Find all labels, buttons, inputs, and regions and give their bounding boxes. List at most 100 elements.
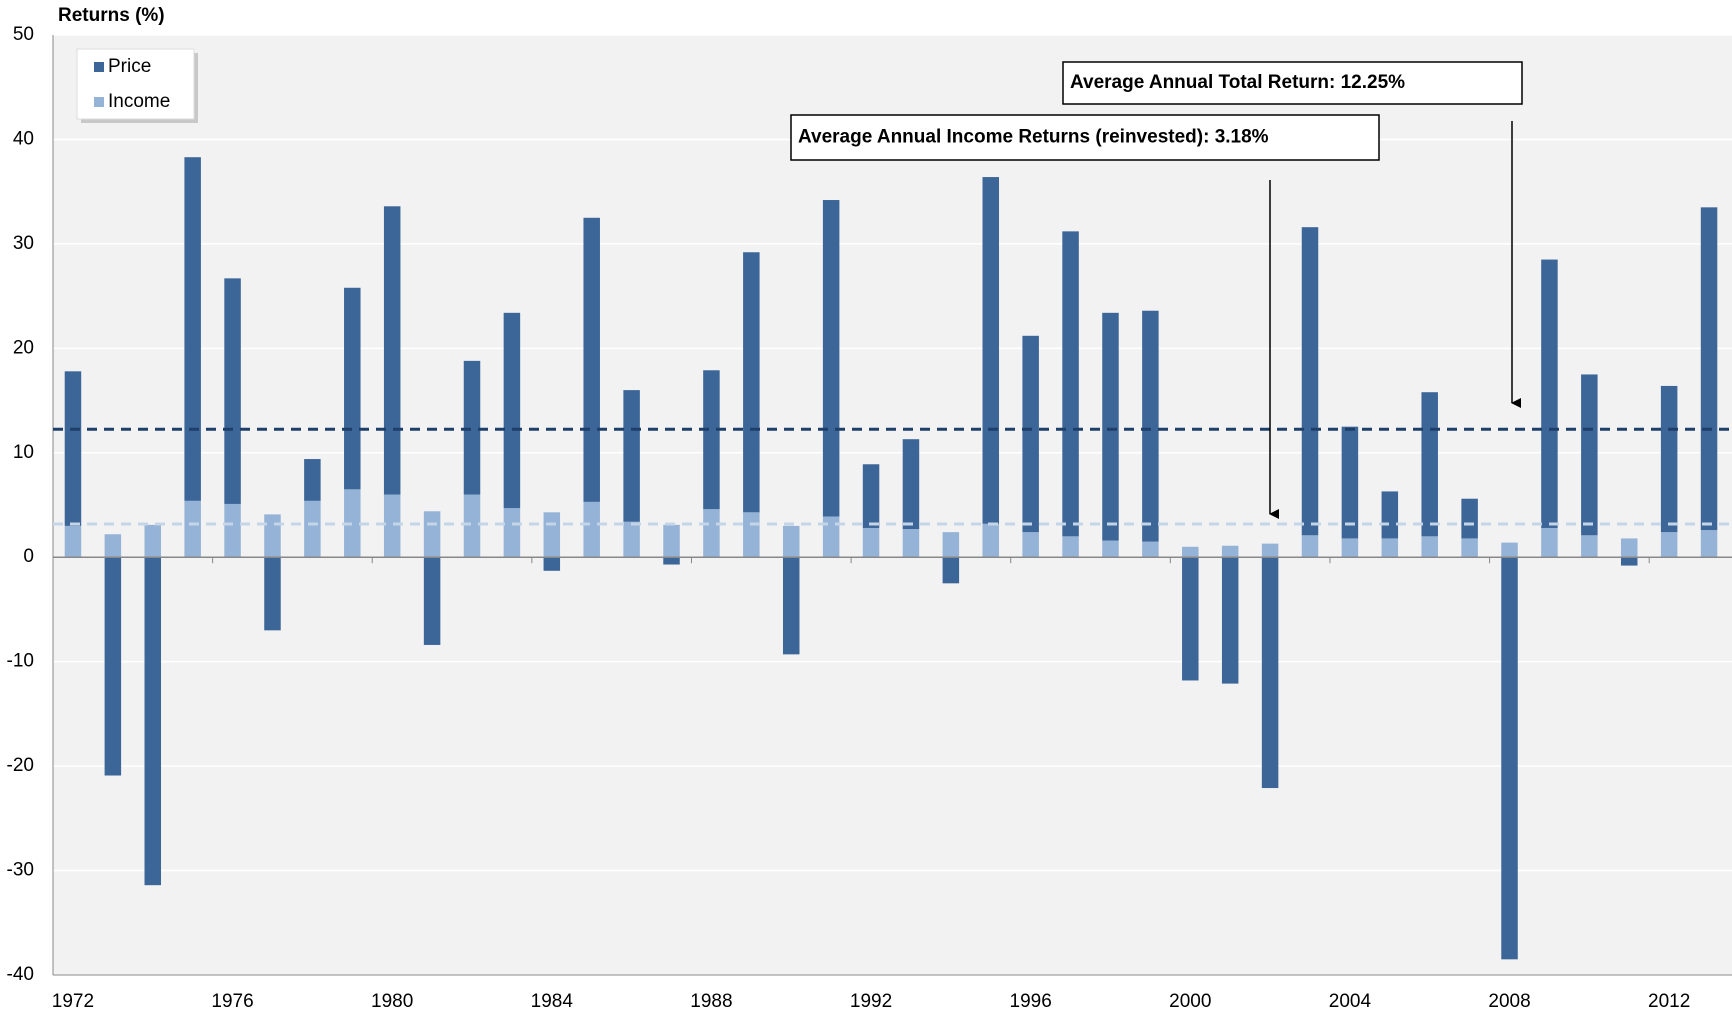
- annotation-box: [1062, 61, 1523, 105]
- bar-segment: [423, 511, 441, 558]
- bar-segment: [782, 557, 800, 655]
- legend-label: Price: [108, 56, 151, 77]
- bar-segment: [184, 157, 201, 501]
- bar-segment: [583, 217, 600, 502]
- bar-segment: [463, 360, 481, 495]
- bar-segment: [703, 370, 720, 510]
- bar-segment: [1620, 538, 1638, 558]
- bar-segment: [1261, 543, 1279, 558]
- y-tick-label: 50: [13, 24, 34, 45]
- bar-segment: [942, 532, 960, 558]
- bar-segment: [1102, 540, 1119, 558]
- legend-label: Income: [108, 91, 170, 112]
- plot-area: [53, 35, 1732, 975]
- bar-segment: [304, 500, 321, 558]
- x-tick-label: 2012: [1648, 991, 1690, 1012]
- bar-segment: [304, 459, 321, 501]
- bar-segment: [862, 527, 880, 558]
- bar-segment: [1341, 426, 1359, 539]
- bar-segment: [1102, 312, 1119, 541]
- bar-segment: [1501, 557, 1518, 960]
- bar-segment: [543, 512, 561, 558]
- bar-segment: [1022, 532, 1039, 558]
- bar-segment: [1421, 392, 1438, 537]
- bar-segment: [1062, 536, 1079, 558]
- x-tick-label: 1980: [371, 991, 413, 1012]
- bar-segment: [104, 557, 122, 776]
- bar-segment: [1581, 535, 1598, 558]
- bar-segment: [1062, 231, 1079, 537]
- bar-segment: [782, 525, 800, 558]
- bar-segment: [184, 500, 201, 558]
- bar-segment: [1182, 546, 1199, 558]
- bar-segment: [344, 287, 361, 490]
- y-tick-label: -30: [7, 860, 34, 881]
- bar-segment: [1700, 530, 1718, 558]
- bar-segment: [663, 524, 680, 558]
- x-tick-label: 2000: [1169, 991, 1211, 1012]
- x-tick-label: 2004: [1329, 991, 1372, 1012]
- bar-segment: [1700, 207, 1718, 531]
- bar-segment: [1660, 385, 1678, 533]
- bar-segment: [1301, 227, 1319, 536]
- x-tick-label: 1976: [211, 991, 253, 1012]
- bar-segment: [1501, 542, 1518, 558]
- bar-segment: [1620, 557, 1638, 566]
- bar-segment: [1541, 259, 1558, 528]
- bar-segment: [344, 489, 361, 558]
- bar-segment: [1461, 538, 1478, 558]
- bar-segment: [1660, 532, 1678, 558]
- bar-segment: [1182, 557, 1199, 681]
- bar-segment: [822, 200, 840, 517]
- x-tick-label: 1988: [690, 991, 732, 1012]
- bar-segment: [663, 557, 680, 565]
- bar-segment: [64, 525, 82, 558]
- bar-segment: [224, 278, 241, 504]
- y-tick-label: 40: [13, 128, 34, 149]
- bar-segment: [1261, 557, 1279, 789]
- bar-segment: [743, 512, 760, 558]
- bar-segment: [383, 206, 401, 495]
- y-tick-label: 30: [13, 233, 34, 254]
- annotation-text: Average Annual Income Returns (reinveste…: [798, 127, 1269, 148]
- bar-segment: [1301, 535, 1319, 558]
- bar-segment: [743, 252, 760, 513]
- bar-segment: [64, 371, 82, 526]
- bar-segment: [264, 557, 281, 631]
- bar-segment: [1221, 557, 1239, 684]
- bar-segment: [264, 514, 281, 558]
- x-tick-label: 1992: [850, 991, 892, 1012]
- bar-segment: [543, 557, 561, 571]
- bar-segment: [383, 494, 401, 558]
- y-tick-label: 20: [13, 337, 34, 358]
- bar-segment: [423, 557, 441, 645]
- bar-segment: [1022, 335, 1039, 533]
- bar-segment: [1541, 527, 1558, 558]
- bar-segment: [1221, 545, 1239, 558]
- bar-segment: [1381, 491, 1399, 539]
- bar-segment: [1461, 498, 1478, 539]
- bar-segment: [503, 508, 521, 558]
- bar-segment: [224, 503, 241, 558]
- bar-segment: [144, 557, 162, 886]
- y-tick-label: 10: [13, 442, 34, 463]
- bar-segment: [623, 390, 640, 522]
- x-tick-label: 1996: [1010, 991, 1052, 1012]
- y-tick-label: -10: [7, 651, 34, 672]
- bar-segment: [982, 177, 1000, 524]
- bar-segment: [942, 557, 960, 584]
- y-tick-label: -40: [7, 964, 34, 985]
- bar-segment: [463, 494, 481, 558]
- annotation-text: Average Annual Total Return: 12.25%: [1070, 72, 1405, 93]
- bar-segment: [623, 521, 640, 558]
- x-tick-label: 2008: [1488, 991, 1530, 1012]
- bar-segment: [1341, 538, 1359, 558]
- y-tick-label: -20: [7, 755, 34, 776]
- legend-swatch: [94, 62, 104, 72]
- annotation-box: [790, 114, 1380, 161]
- bar-segment: [1381, 538, 1399, 558]
- bar-segment: [822, 516, 840, 558]
- legend-swatch: [94, 97, 104, 107]
- bar-segment: [902, 529, 920, 558]
